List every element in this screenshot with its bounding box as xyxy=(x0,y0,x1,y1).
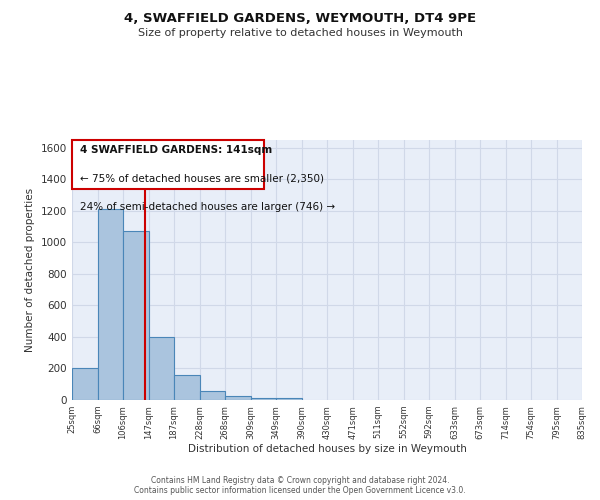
Bar xyxy=(72,368,98,400)
Text: 24% of semi-detached houses are larger (746) →: 24% of semi-detached houses are larger (… xyxy=(80,202,335,212)
Text: Size of property relative to detached houses in Weymouth: Size of property relative to detached ho… xyxy=(137,28,463,38)
Text: Contains HM Land Registry data © Crown copyright and database right 2024.: Contains HM Land Registry data © Crown c… xyxy=(151,476,449,485)
FancyBboxPatch shape xyxy=(72,140,264,189)
Bar xyxy=(123,232,149,400)
Bar xyxy=(149,337,175,400)
Bar xyxy=(251,398,277,400)
Text: 4 SWAFFIELD GARDENS: 141sqm: 4 SWAFFIELD GARDENS: 141sqm xyxy=(80,145,272,155)
Bar xyxy=(98,210,124,400)
Text: ← 75% of detached houses are smaller (2,350): ← 75% of detached houses are smaller (2,… xyxy=(80,174,323,184)
Bar xyxy=(225,396,251,400)
Text: 4, SWAFFIELD GARDENS, WEYMOUTH, DT4 9PE: 4, SWAFFIELD GARDENS, WEYMOUTH, DT4 9PE xyxy=(124,12,476,26)
Bar xyxy=(276,398,302,400)
Bar xyxy=(200,392,226,400)
X-axis label: Distribution of detached houses by size in Weymouth: Distribution of detached houses by size … xyxy=(188,444,466,454)
Bar xyxy=(174,375,200,400)
Text: Contains public sector information licensed under the Open Government Licence v3: Contains public sector information licen… xyxy=(134,486,466,495)
Y-axis label: Number of detached properties: Number of detached properties xyxy=(25,188,35,352)
